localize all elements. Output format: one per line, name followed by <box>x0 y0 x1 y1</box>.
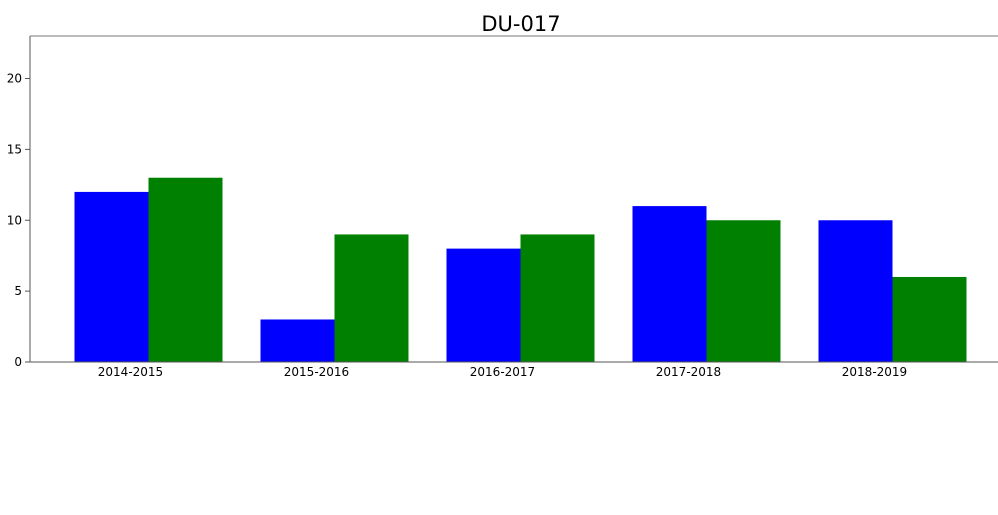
bar-series-1-2015-2016 <box>260 319 335 362</box>
chart-title: DU-017 <box>481 12 561 36</box>
bars-layer <box>74 177 967 362</box>
x-tick-label: 2014-2015 <box>98 365 163 379</box>
x-axis-ticks: 2014-2015 2015-2016 2016-2017 2017-2018 2018… <box>98 365 907 379</box>
y-tick-label: 0 <box>14 355 22 369</box>
x-tick-label: 2018-2019 <box>842 365 907 379</box>
y-tick-label: 15 <box>7 142 22 156</box>
bar-series-1-2017-2018 <box>632 206 707 362</box>
x-tick-label: 2017-2018 <box>656 365 721 379</box>
bar-series-1-2016-2017 <box>446 248 521 362</box>
bar-series-2-2014-2015 <box>148 177 223 362</box>
bar-series-2-2015-2016 <box>334 234 409 362</box>
x-tick-label: 2015-2016 <box>284 365 349 379</box>
y-tick-label: 5 <box>14 284 22 298</box>
bar-series-2-2017-2018 <box>706 220 781 362</box>
x-tick-label: 2016-2017 <box>470 365 535 379</box>
y-tick-label: 10 <box>7 213 22 227</box>
axes-layer <box>29 35 998 363</box>
bar-series-1-2018-2019 <box>818 220 893 362</box>
bar-series-2-2018-2019 <box>892 276 967 362</box>
bar-series-2-2016-2017 <box>520 234 595 362</box>
y-axis-ticks: 0 5 10 15 20 <box>7 72 30 369</box>
y-tick-label: 20 <box>7 72 22 86</box>
bar-series-1-2014-2015 <box>74 191 149 362</box>
